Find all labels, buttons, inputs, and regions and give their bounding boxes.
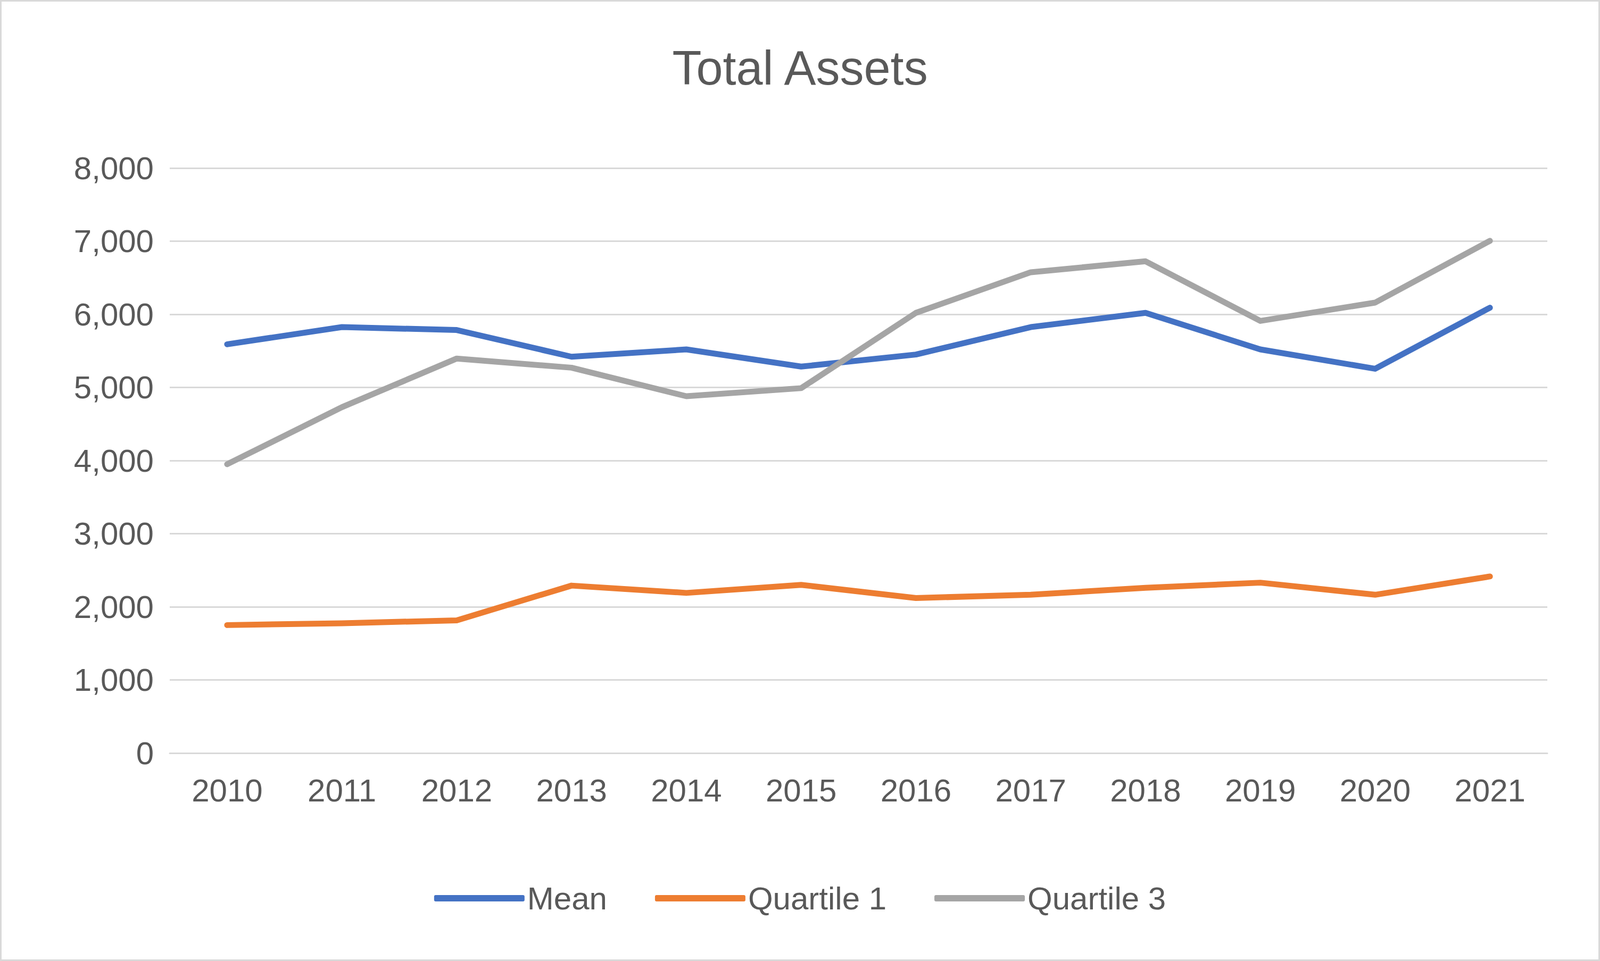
svg-text:0: 0: [136, 735, 154, 772]
svg-text:2011: 2011: [307, 773, 377, 809]
svg-text:2020: 2020: [1339, 773, 1411, 809]
svg-text:Quartile 1: Quartile 1: [748, 881, 887, 917]
svg-text:2018: 2018: [1109, 773, 1181, 809]
svg-text:7,000: 7,000: [73, 223, 154, 260]
svg-text:2017: 2017: [995, 773, 1066, 809]
svg-text:5,000: 5,000: [73, 369, 154, 406]
svg-text:8,000: 8,000: [73, 150, 154, 187]
svg-text:Total Assets: Total Assets: [672, 41, 928, 95]
svg-text:2015: 2015: [765, 773, 837, 809]
svg-text:3,000: 3,000: [73, 516, 154, 552]
svg-text:6,000: 6,000: [73, 296, 154, 333]
svg-text:Quartile 3: Quartile 3: [1027, 881, 1166, 917]
svg-text:2012: 2012: [421, 773, 493, 809]
svg-text:Mean: Mean: [527, 881, 608, 917]
svg-text:4,000: 4,000: [73, 443, 154, 479]
svg-text:2021: 2021: [1454, 773, 1525, 809]
svg-text:2016: 2016: [880, 773, 952, 809]
svg-text:2,000: 2,000: [73, 589, 154, 626]
svg-text:2014: 2014: [650, 773, 722, 809]
svg-text:2013: 2013: [535, 773, 607, 809]
svg-text:2010: 2010: [191, 773, 263, 809]
svg-text:2019: 2019: [1224, 773, 1296, 809]
svg-text:1,000: 1,000: [73, 662, 154, 699]
